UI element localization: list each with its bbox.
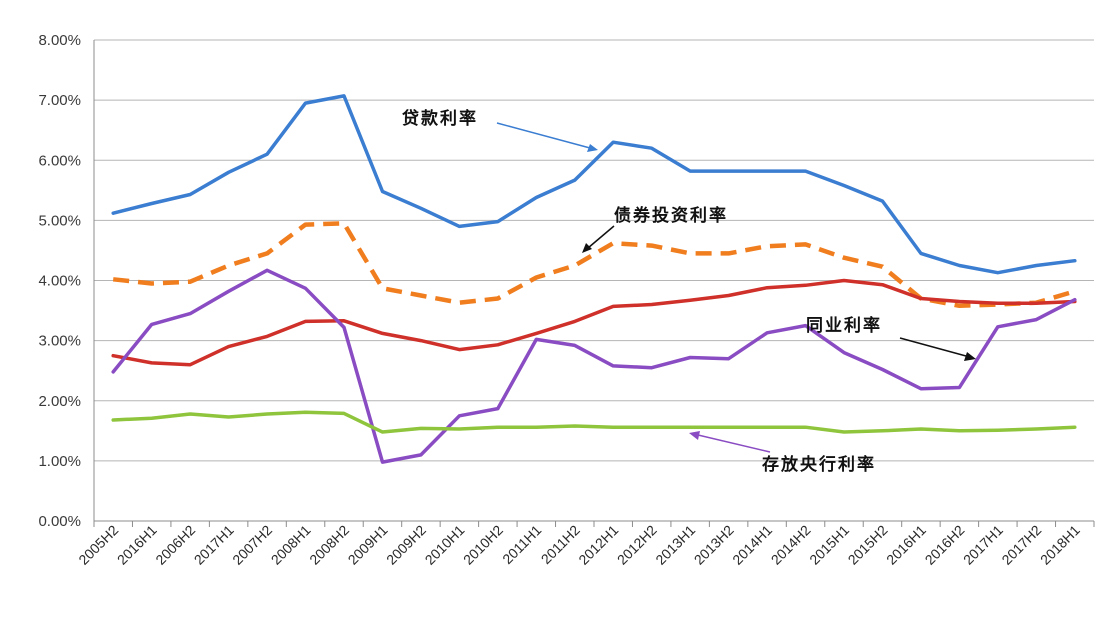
y-tick-label: 5.00% bbox=[38, 212, 81, 229]
x-tick-label: 2012H2 bbox=[614, 522, 660, 568]
y-tick-label: 8.00% bbox=[38, 32, 81, 49]
x-tick-label: 2015H1 bbox=[806, 522, 852, 568]
annotations: 贷款利率 债券投资利率 同业利率 存放央行利率 bbox=[402, 108, 976, 475]
x-tick-label: 2013H2 bbox=[691, 522, 737, 568]
y-tick-label: 6.00% bbox=[38, 152, 81, 169]
annotation-arrowhead-bond-investment-rate bbox=[582, 243, 592, 253]
y-tick-label: 7.00% bbox=[38, 92, 81, 109]
annotation-arrowhead-loan-rate bbox=[587, 144, 598, 152]
series-line-0 bbox=[111, 94, 1077, 275]
annotation-arrow-interbank-rate bbox=[899, 337, 967, 357]
x-tick-label: 2006H2 bbox=[152, 522, 198, 568]
annotation-arrowhead-central-bank-deposit-rate bbox=[689, 431, 700, 440]
x-tick-label: 2010H2 bbox=[460, 522, 506, 568]
x-tick-label: 2013H1 bbox=[652, 522, 698, 568]
x-tick-label: 2011H2 bbox=[538, 522, 583, 567]
x-tick-label: 2008H1 bbox=[268, 522, 314, 568]
x-axis-ticks: 2005H22016H12006H22017H12007H22008H12008… bbox=[75, 521, 1095, 568]
x-tick-label: 2017H2 bbox=[998, 522, 1044, 568]
x-tick-label: 2008H2 bbox=[306, 522, 352, 568]
annotation-arrow-loan-rate bbox=[496, 122, 591, 149]
x-tick-label: 2017H1 bbox=[191, 522, 237, 568]
x-tick-label: 2018H1 bbox=[1037, 522, 1083, 568]
annotation-arrow-central-bank-deposit-rate bbox=[697, 434, 771, 453]
x-tick-label: 2011H1 bbox=[499, 522, 544, 567]
x-tick-label: 2016H1 bbox=[114, 522, 160, 568]
y-tick-label: 2.00% bbox=[38, 393, 81, 410]
series-line-3 bbox=[111, 268, 1077, 464]
annotation-bond-investment-rate: 债券投资利率 bbox=[614, 205, 728, 226]
x-tick-label: 2016H2 bbox=[922, 522, 968, 568]
y-axis-ticks: 0.00% 1.00% 2.00% 3.00% 4.00% 5.00% 6.00% 7.00%… bbox=[38, 32, 81, 530]
series-line-4 bbox=[111, 410, 1077, 434]
y-tick-label: 4.00% bbox=[38, 273, 81, 290]
x-tick-label: 2017H1 bbox=[960, 522, 1006, 568]
x-tick-label: 2009H1 bbox=[345, 522, 391, 568]
series-line-2 bbox=[111, 278, 1077, 367]
x-tick-label: 2005H2 bbox=[75, 522, 121, 568]
x-tick-label: 2007H2 bbox=[229, 522, 275, 568]
annotation-interbank-rate: 同业利率 bbox=[806, 315, 882, 336]
x-tick-label: 2010H1 bbox=[422, 522, 468, 568]
x-tick-label: 2009H2 bbox=[383, 522, 429, 568]
x-tick-label: 2014H1 bbox=[729, 522, 775, 568]
x-tick-label: 2015H2 bbox=[845, 522, 891, 568]
x-tick-label: 2014H2 bbox=[768, 522, 814, 568]
y-tick-label: 0.00% bbox=[38, 513, 81, 530]
y-tick-label: 1.00% bbox=[38, 453, 81, 470]
x-tick-label: 2016H1 bbox=[883, 522, 929, 568]
annotation-arrow-bond-investment-rate bbox=[587, 225, 615, 249]
y-tick-label: 3.00% bbox=[38, 333, 81, 350]
gridlines bbox=[93, 39, 1094, 522]
annotation-central-bank-deposit-rate: 存放央行利率 bbox=[762, 454, 876, 475]
series-line-1 bbox=[112, 221, 1076, 309]
annotation-arrowhead-interbank-rate bbox=[964, 352, 976, 361]
series-lines bbox=[111, 94, 1077, 464]
x-tick-label: 2012H1 bbox=[575, 522, 621, 568]
annotation-loan-rate: 贷款利率 bbox=[402, 108, 478, 129]
